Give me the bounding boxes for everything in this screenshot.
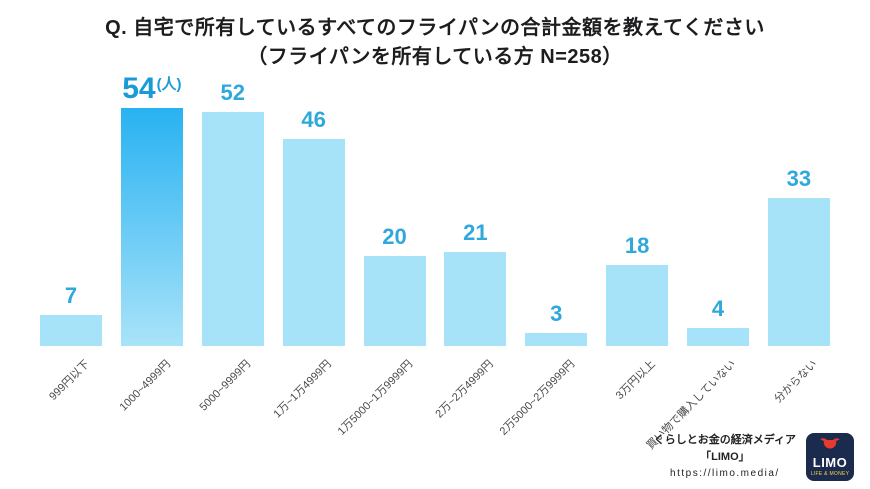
bar-column: 18 3万円以上	[598, 72, 676, 402]
bar-column: 4 買い物で購入していない	[645, 72, 757, 452]
value-label: 21	[463, 219, 488, 245]
chart-title: Q. 自宅で所有しているすべてのフライパンの合計金額を教えてください （フライパ…	[0, 0, 870, 72]
value-label: 7	[64, 282, 78, 308]
limo-logo: LIMO LIFE & MONEY	[806, 432, 854, 481]
bull-icon	[819, 437, 841, 455]
value-label: 4	[711, 296, 725, 321]
bar	[444, 251, 507, 346]
category-label: 5000~9999円	[197, 358, 254, 414]
category-label: 1万~1万4999円	[271, 358, 335, 421]
category-label: 3万円以上	[613, 358, 658, 403]
category-label: 2万5000~2万9999円	[497, 358, 577, 438]
bar-column: 20 1万5000~1万9999円	[335, 72, 434, 438]
bar	[201, 112, 264, 346]
footer: くらしとお金の経済メディア 「LIMO」 https://limo.media/…	[654, 432, 854, 481]
bar	[687, 328, 749, 346]
bar-column: 7 999円以下	[32, 72, 110, 403]
bar	[363, 256, 426, 346]
value-label: 18	[624, 233, 650, 258]
bar-column: 3 2万5000~2万9999円	[497, 72, 595, 438]
unit-label: (人)	[156, 76, 182, 93]
bar	[767, 197, 830, 346]
bar-chart: 7 999円以下 54(人) 1000~4999円 52 5000~9999円 46 1万~1…	[32, 72, 838, 452]
category-label: 1万5000~1万9999円	[335, 358, 416, 438]
bar	[525, 332, 588, 346]
chart-title-line1: Q. 自宅で所有しているすべてのフライパンの合計金額を教えてください	[105, 17, 765, 39]
footer-media-brand: 「LIMO」	[700, 450, 750, 463]
value-label: 54(人)	[122, 72, 182, 105]
bar	[282, 139, 345, 346]
value-label: 3	[550, 300, 563, 326]
bar-column: 54(人) 1000~4999円	[113, 72, 191, 414]
value-label: 52	[220, 80, 245, 105]
chart-title-line2: （フライパンを所有している方 N=258）	[247, 46, 623, 68]
logo-subtext: LIFE & MONEY	[810, 470, 850, 477]
footer-url: https://limo.media/	[670, 468, 780, 479]
bar	[120, 108, 183, 346]
bar-column: 33 分からない	[760, 72, 838, 405]
bar	[40, 314, 102, 346]
value-label: 33	[786, 165, 812, 191]
bar-column: 52 5000~9999円	[194, 72, 272, 414]
logo-text: LIMO	[812, 454, 848, 470]
bar-column: 21 2万~2万4999円	[434, 72, 514, 420]
category-label: 2万~2万4999円	[433, 358, 496, 421]
value-label: 46	[301, 107, 326, 132]
bar-column: 46 1万~1万4999円	[272, 72, 353, 420]
footer-media-name: くらしとお金の経済メディア	[653, 434, 796, 446]
value-label: 20	[382, 224, 407, 249]
category-label: 999円以下	[46, 358, 92, 403]
footer-text: くらしとお金の経済メディア 「LIMO」 https://limo.media/	[654, 432, 796, 481]
category-label: 1000~4999円	[117, 358, 173, 414]
category-label: 分からない	[772, 358, 820, 406]
bar	[606, 265, 669, 346]
